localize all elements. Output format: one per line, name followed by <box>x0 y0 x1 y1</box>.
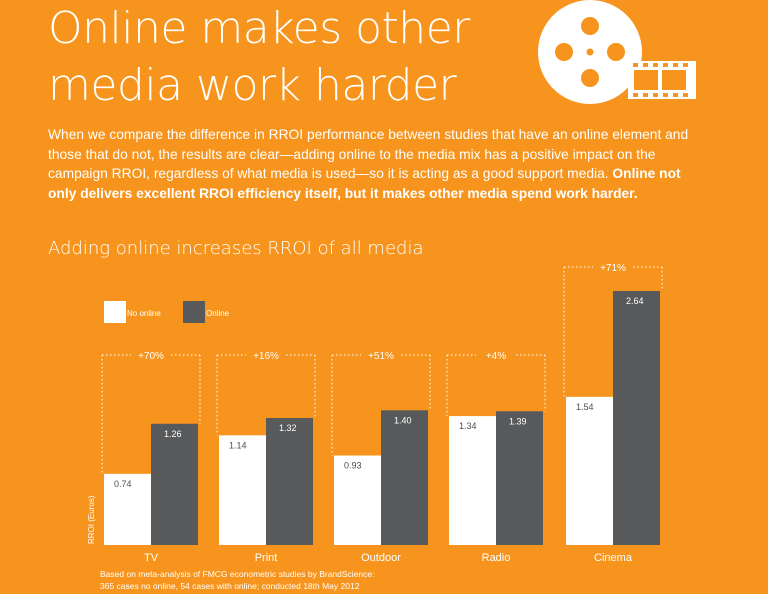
uplift-label: +16% <box>253 351 279 362</box>
category-label: Cinema <box>594 552 633 564</box>
intro-paragraph: When we compare the difference in RROI p… <box>48 125 698 203</box>
bar-no-online <box>219 435 266 545</box>
legend-swatch-no-online <box>104 301 126 323</box>
legend-label-no-online: No online <box>127 309 161 318</box>
category-label: Print <box>255 552 278 564</box>
footnote: Based on meta-analysis of FMCG econometr… <box>100 568 375 592</box>
page-title: Online makes other media work harder <box>48 0 470 114</box>
value-label-no-online: 1.14 <box>229 440 247 450</box>
intro-text: When we compare the difference in RROI p… <box>48 127 689 181</box>
value-label-online: 1.39 <box>509 416 527 426</box>
uplift-label: +51% <box>368 351 394 362</box>
y-axis-label: RROI (Euros) <box>87 495 96 544</box>
legend-label-online: Online <box>206 309 230 318</box>
bar-online <box>381 410 428 545</box>
category-label: TV <box>144 552 159 564</box>
category-label: Outdoor <box>361 552 401 564</box>
value-label-no-online: 1.54 <box>576 402 594 412</box>
footnote-line-1: Based on meta-analysis of FMCG econometr… <box>100 569 375 579</box>
footnote-line-2: 365 cases no online, 54 cases with onlin… <box>100 581 360 591</box>
bar-no-online <box>449 416 496 545</box>
value-label-online: 1.40 <box>394 415 412 425</box>
value-label-online: 1.26 <box>164 429 182 439</box>
title-line-1: Online makes other <box>48 3 470 54</box>
bar-online <box>613 291 660 545</box>
uplift-label: +71% <box>600 263 626 274</box>
bar-no-online <box>104 473 151 545</box>
value-label-no-online: 0.74 <box>114 479 132 489</box>
legend-swatch-online <box>183 301 205 323</box>
value-label-no-online: 1.34 <box>459 421 477 431</box>
bar-online <box>496 411 543 545</box>
uplift-label: +4% <box>486 351 506 362</box>
title-line-2: media work harder <box>48 60 457 111</box>
category-label: Radio <box>482 552 511 564</box>
chart-title: Adding online increases RROI of all medi… <box>48 238 424 259</box>
bar-no-online <box>334 455 381 545</box>
bar-no-online <box>566 396 613 545</box>
uplift-label: +70% <box>138 351 164 362</box>
film-reel-icon <box>538 0 696 104</box>
value-label-no-online: 0.93 <box>344 461 362 471</box>
bar-online <box>151 423 198 545</box>
value-label-online: 2.64 <box>626 296 644 306</box>
value-label-online: 1.32 <box>279 423 297 433</box>
bar-online <box>266 418 313 545</box>
intro-bold-text: Online not only delivers excellent RROI … <box>48 166 681 201</box>
